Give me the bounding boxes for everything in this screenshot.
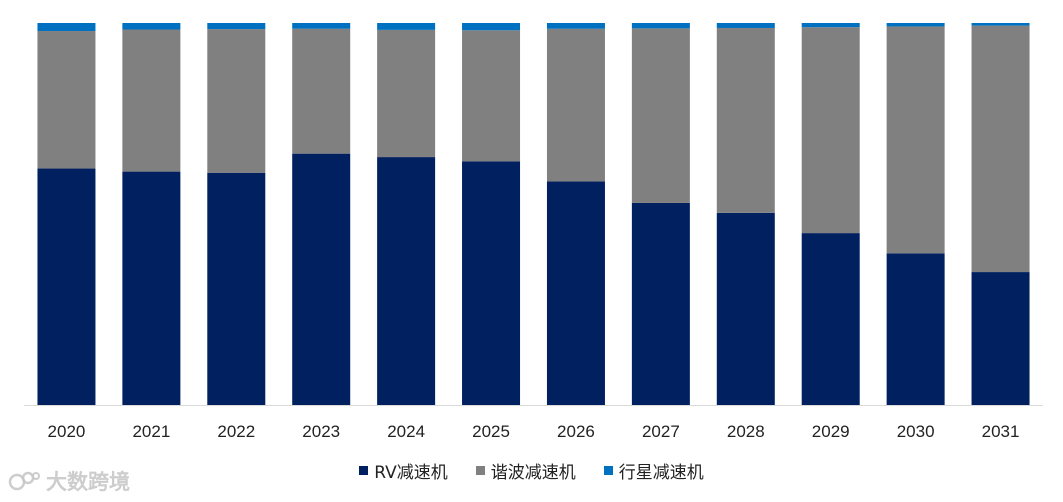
legend-item-planetary: 行星减速机	[603, 458, 704, 483]
legend-label-harmonic: 谐波减速机	[490, 463, 576, 483]
bar-segment-2024-2	[377, 23, 436, 30]
watermark-logo-icon	[8, 471, 40, 491]
x-tick-label: 2021	[132, 422, 170, 441]
bar-segment-2031-0	[971, 272, 1030, 405]
bar-segment-2024-0	[377, 157, 436, 405]
bar-segment-2021-0	[122, 171, 181, 405]
legend-swatch-rv	[359, 466, 369, 475]
legend-item-rv: RV减速机	[359, 458, 448, 483]
bar-segment-2031-2	[971, 23, 1030, 26]
legend: RV减速机 谐波减速机 行星减速机	[0, 458, 1063, 483]
bar-segment-2025-1	[462, 30, 521, 162]
x-tick-label: 2030	[897, 422, 935, 441]
x-tick-label: 2022	[217, 422, 255, 441]
bar-segment-2020-2	[37, 23, 96, 32]
x-tick-label: 2020	[48, 422, 86, 441]
bar-segment-2020-0	[37, 168, 96, 405]
bar-segment-2021-2	[122, 23, 181, 30]
bar-segment-2020-1	[37, 31, 96, 169]
bar-segment-2026-2	[546, 23, 605, 29]
bar-segment-2028-2	[716, 23, 775, 28]
bar-segment-2025-0	[462, 161, 521, 405]
bar-segment-2029-1	[801, 27, 860, 234]
x-tick-label: 2028	[727, 422, 765, 441]
bar-segment-2026-1	[546, 28, 605, 182]
bar-segment-2024-1	[377, 29, 436, 158]
legend-label-rv: RV减速机	[374, 463, 448, 483]
bar-segment-2023-2	[292, 23, 351, 29]
bar-segment-2029-2	[801, 23, 860, 28]
x-tick-label: 2029	[812, 422, 850, 441]
bar-segment-2028-0	[716, 212, 775, 405]
legend-item-harmonic: 谐波减速机	[475, 458, 576, 483]
x-tick-label: 2031	[982, 422, 1020, 441]
bar-segment-2028-1	[716, 27, 775, 213]
bar-segment-2023-0	[292, 153, 351, 405]
bar-segment-2023-1	[292, 28, 351, 154]
bar-segment-2030-2	[886, 23, 945, 27]
x-tick-label: 2025	[472, 422, 510, 441]
bar-segment-2029-0	[801, 233, 860, 405]
bar-segment-2030-0	[886, 253, 945, 405]
bar-segment-2025-2	[462, 23, 521, 31]
bar-segment-2022-1	[207, 29, 266, 173]
bar-segment-2031-1	[971, 25, 1030, 273]
bar-segment-2022-2	[207, 23, 266, 30]
legend-swatch-planetary	[603, 466, 613, 475]
bar-segment-2027-2	[631, 23, 690, 29]
bar-segment-2026-0	[546, 181, 605, 405]
legend-swatch-harmonic	[475, 466, 485, 475]
x-tick-label: 2023	[302, 422, 340, 441]
bar-segment-2021-1	[122, 29, 181, 172]
bar-segment-2027-1	[631, 28, 690, 203]
watermark-text: 大数跨境	[46, 470, 130, 494]
watermark: 大数跨境	[8, 466, 130, 496]
x-tick-label: 2024	[387, 422, 425, 441]
x-tick-label: 2027	[642, 422, 680, 441]
bar-segment-2022-0	[207, 172, 266, 405]
bar-segment-2027-0	[631, 202, 690, 405]
x-tick-label: 2026	[557, 422, 595, 441]
legend-label-planetary: 行星减速机	[618, 463, 704, 483]
bar-segment-2030-1	[886, 26, 945, 254]
